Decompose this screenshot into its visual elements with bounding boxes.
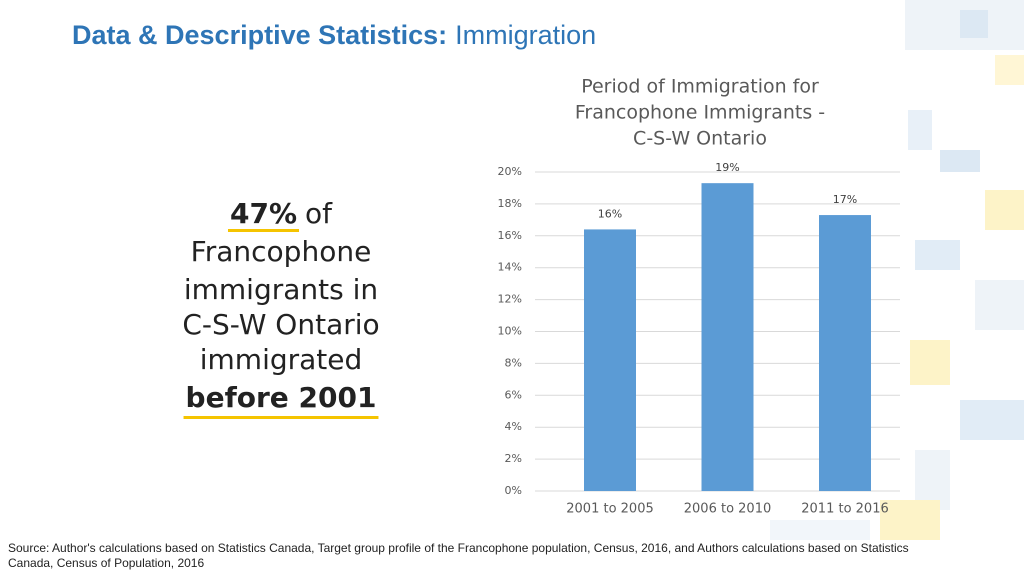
value-label: 17% (833, 193, 857, 206)
y-tick-label: 16% (498, 229, 522, 242)
y-tick-label: 8% (505, 356, 522, 369)
callout: 47% of Francophone immigrants inC-S-W Ontar… (182, 197, 380, 419)
chart-title: C-S-W Ontario (633, 128, 767, 150)
callout-line: immigrants in (184, 273, 378, 306)
y-tick-label: 4% (505, 420, 522, 433)
callout-highlight: 47% (230, 197, 297, 230)
slide-title: Data & Descriptive Statistics: Immigratio… (72, 20, 596, 50)
y-tick-label: 14% (498, 261, 522, 274)
bar (701, 183, 754, 492)
chart: Period of Immigration for Francophone Imm… (498, 76, 900, 517)
value-label: 16% (598, 207, 622, 220)
callout-text: of (305, 197, 333, 230)
underline (227, 229, 300, 232)
x-tick-label: 2001 to 2005 (566, 502, 653, 517)
callout-line: 47% of (230, 197, 333, 230)
bar (584, 229, 636, 492)
callout-line: C-S-W Ontario (182, 308, 379, 341)
chart-title: Francophone Immigrants - (575, 102, 825, 124)
title-bold: Data & Descriptive Statistics: (72, 20, 447, 50)
y-tick-label: 20% (498, 165, 522, 178)
y-tick-label: 2% (505, 452, 522, 465)
title-rest: Immigration (455, 20, 596, 50)
source-note: Source: Author's calculations based on S… (8, 541, 909, 570)
underline (183, 416, 379, 419)
decoration (770, 0, 1024, 540)
y-tick-label: 18% (498, 197, 522, 210)
x-tick-label: 2006 to 2010 (684, 502, 771, 517)
callout-line: immigrated (200, 343, 363, 376)
bar (819, 215, 871, 491)
y-tick-label: 12% (498, 293, 522, 306)
value-label: 19% (715, 161, 739, 174)
x-tick-label: 2011 to 2016 (801, 502, 888, 517)
callout-emphasis: before 2001 (186, 381, 377, 414)
y-tick-label: 0% (505, 484, 522, 497)
y-tick-label: 10% (498, 325, 522, 338)
callout-line: Francophone (191, 235, 372, 268)
y-tick-label: 6% (505, 388, 522, 401)
chart-title: Period of Immigration for (581, 76, 819, 98)
